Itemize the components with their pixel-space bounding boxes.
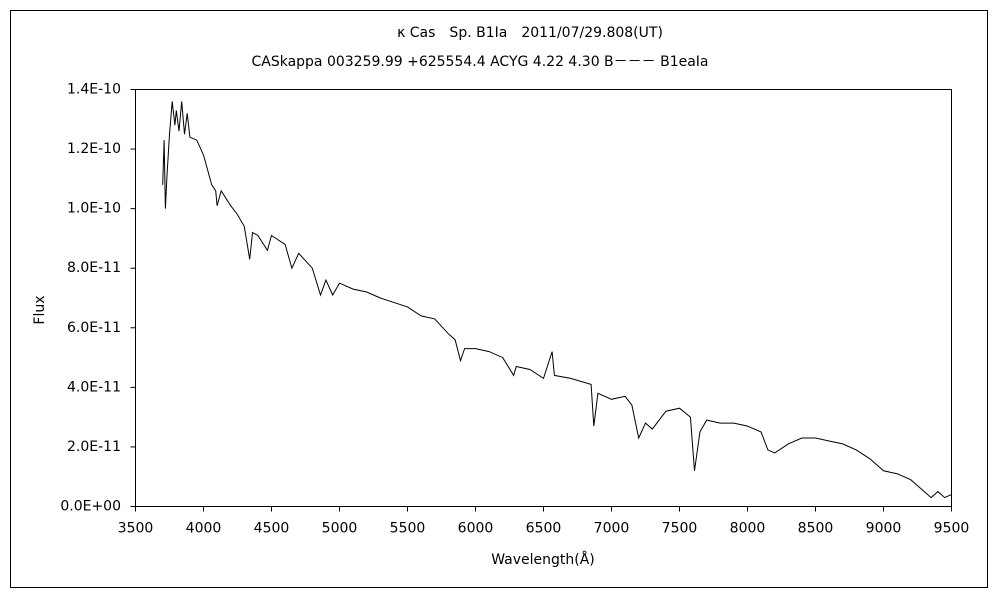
x-axis-label: Wavelength(Å) [491, 551, 595, 568]
x-tick-label: 8500 [798, 521, 834, 537]
x-tick-label: 9500 [934, 521, 970, 537]
x-tick-label: 6000 [458, 521, 494, 537]
x-tick-label: 8000 [730, 521, 766, 537]
x-tick-label: 3500 [118, 521, 154, 537]
y-tick-label: 1.2E-10 [67, 141, 121, 157]
x-tick-label: 7500 [662, 521, 698, 537]
chart-border [10, 10, 988, 588]
spectrum-line [162, 101, 952, 499]
chart-title: κ Cas Sp. B1Ia 2011/07/29.808(UT) [397, 25, 663, 41]
y-tick-label: 8.0E-11 [67, 260, 121, 276]
x-tick-label: 5000 [322, 521, 358, 537]
chart-subtitle: CASkappa 003259.99 +625554.4 ACYG 4.22 4… [251, 54, 708, 70]
y-tick-label: 1.0E-10 [67, 201, 121, 217]
x-tick-label: 5500 [390, 521, 426, 537]
x-tick-label: 6500 [526, 521, 562, 537]
y-tick-label: 0.0E+00 [60, 499, 121, 515]
x-tick-label: 4000 [186, 521, 222, 537]
x-tick-label: 4500 [254, 521, 290, 537]
x-tick-label: 9000 [866, 521, 902, 537]
x-tick-label: 7000 [594, 521, 630, 537]
y-tick-label: 4.0E-11 [67, 379, 121, 395]
y-tick-label: 2.0E-11 [67, 439, 121, 455]
y-axis-label: Flux [32, 295, 48, 324]
y-tick-label: 6.0E-11 [67, 320, 121, 336]
y-tick-label: 1.4E-10 [67, 82, 121, 98]
